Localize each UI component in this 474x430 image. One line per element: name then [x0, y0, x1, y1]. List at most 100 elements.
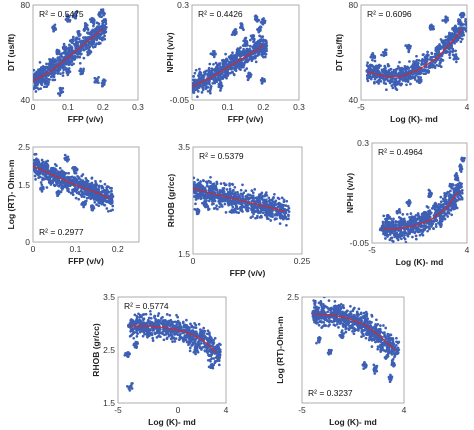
- data-point: [235, 54, 239, 58]
- data-point: [207, 208, 210, 211]
- data-point: [435, 53, 438, 57]
- data-point: [52, 75, 56, 79]
- data-point: [419, 76, 423, 79]
- regression-curve: [33, 28, 104, 82]
- data-point: [394, 81, 398, 85]
- data-point: [418, 79, 422, 83]
- data-point: [366, 61, 369, 65]
- regression-curve: [366, 28, 463, 77]
- data-point: [264, 210, 267, 214]
- data-point: [453, 33, 456, 36]
- y-tick-label: 40: [21, 95, 31, 105]
- x-tick-label: 0.1: [62, 102, 74, 112]
- data-point: [447, 47, 451, 51]
- data-point: [193, 85, 197, 89]
- data-point: [216, 76, 220, 80]
- x-tick-label: 0: [31, 244, 36, 254]
- data-point: [382, 81, 386, 85]
- data-point: [214, 61, 218, 65]
- data-point: [284, 210, 287, 214]
- data-point: [65, 156, 69, 160]
- data-point: [85, 196, 89, 200]
- data-point: [276, 196, 280, 200]
- data-point: [435, 63, 439, 67]
- data-point: [439, 200, 443, 204]
- data-point: [451, 50, 455, 53]
- data-point: [439, 195, 443, 199]
- data-point: [235, 211, 239, 214]
- data-point: [71, 193, 75, 197]
- x-tick-label: 0.2: [97, 102, 109, 112]
- data-point: [93, 76, 97, 80]
- data-point: [391, 86, 395, 90]
- data-point: [395, 68, 398, 71]
- data-point: [193, 195, 196, 199]
- data-point: [458, 36, 462, 40]
- data-point: [282, 217, 286, 220]
- data-point: [264, 52, 268, 56]
- data-point: [460, 37, 464, 41]
- data-point: [430, 55, 434, 59]
- data-point: [76, 55, 79, 59]
- data-point: [453, 41, 456, 45]
- data-point: [239, 46, 242, 49]
- data-point: [282, 200, 286, 204]
- data-point: [426, 50, 429, 54]
- data-point: [228, 202, 232, 205]
- data-point: [250, 207, 253, 211]
- data-point: [56, 58, 60, 62]
- data-point: [94, 79, 98, 83]
- data-point: [233, 28, 237, 31]
- data-point: [211, 81, 215, 85]
- data-point: [219, 182, 223, 185]
- data-point: [222, 186, 226, 190]
- data-point: [233, 185, 237, 189]
- data-point: [76, 51, 79, 55]
- data-point: [426, 53, 429, 56]
- data-point: [426, 229, 429, 233]
- data-point: [221, 66, 224, 69]
- data-point: [62, 46, 67, 50]
- data-point: [52, 168, 56, 172]
- data-point: [373, 66, 377, 70]
- data-point: [88, 182, 92, 186]
- data-point: [33, 77, 35, 81]
- data-point: [33, 68, 36, 72]
- data-point: [196, 183, 200, 186]
- data-point: [240, 200, 244, 204]
- y-tick-label: 2.5: [18, 142, 30, 152]
- data-point: [61, 71, 65, 74]
- r-squared-label: R² = 0.5379: [199, 151, 244, 161]
- data-point: [61, 87, 65, 90]
- x-tick-label: 0.2: [257, 102, 269, 112]
- data-point: [91, 34, 94, 37]
- plot-frame: [32, 146, 140, 243]
- data-point: [86, 193, 90, 196]
- data-point: [72, 62, 75, 66]
- data-point: [79, 178, 82, 182]
- data-point: [40, 183, 44, 187]
- data-point: [52, 27, 56, 31]
- data-point: [108, 201, 112, 204]
- data-point: [82, 195, 86, 199]
- x-axis-label: FFP (v/v): [68, 256, 104, 266]
- data-point: [284, 204, 288, 207]
- y-tick-label: 1.5: [18, 180, 30, 190]
- data-point: [428, 58, 432, 61]
- data-point: [88, 45, 92, 49]
- data-point: [39, 187, 44, 191]
- data-point: [73, 168, 77, 172]
- x-tick-label: 0: [31, 102, 36, 112]
- data-point: [239, 22, 243, 25]
- data-point: [94, 186, 98, 190]
- data-point: [216, 78, 220, 82]
- data-point: [93, 200, 97, 204]
- data-point: [241, 183, 244, 187]
- data-point: [208, 185, 212, 188]
- data-point: [271, 215, 274, 219]
- data-point: [278, 222, 282, 225]
- data-point: [430, 27, 434, 31]
- data-point: [388, 232, 392, 236]
- data-point: [90, 176, 94, 180]
